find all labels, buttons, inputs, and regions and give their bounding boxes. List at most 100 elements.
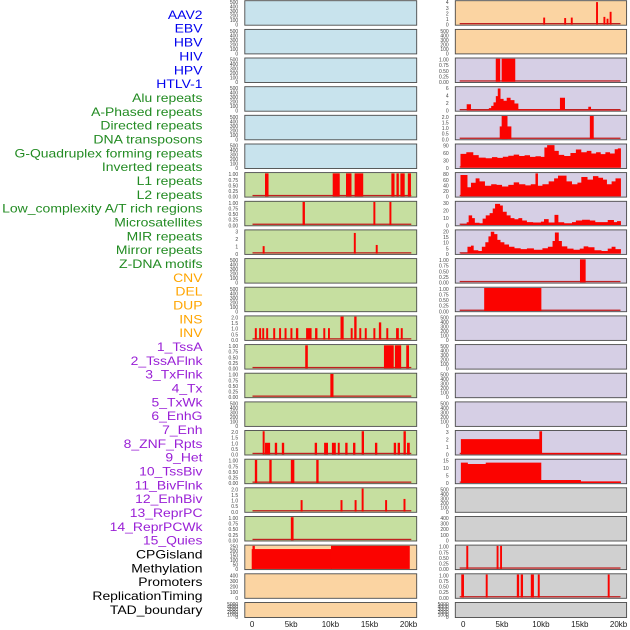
svg-text:1.0: 1.0 [231,441,238,447]
svg-text:Promoters: Promoters [138,575,202,589]
svg-text:0: 0 [235,166,238,172]
svg-text:0: 0 [446,109,449,115]
svg-text:0.50: 0.50 [439,269,449,275]
svg-text:EBV: EBV [175,22,203,36]
svg-text:1.0: 1.0 [231,327,238,333]
svg-text:500: 500 [230,258,239,264]
svg-text:100: 100 [440,505,449,511]
svg-text:300: 300 [440,324,449,330]
svg-text:L2 repeats: L2 repeats [137,188,203,202]
svg-text:100: 100 [440,333,449,339]
svg-text:200: 200 [440,329,449,335]
svg-text:0: 0 [446,252,449,258]
svg-text:0.25: 0.25 [439,304,449,310]
svg-text:DNA transposons: DNA transposons [93,132,202,146]
svg-text:5000: 5000 [438,602,449,608]
svg-text:14_ReprPCWk: 14_ReprPCWk [110,520,204,534]
svg-text:1.0: 1.0 [231,499,238,505]
svg-text:300: 300 [440,496,449,502]
svg-text:0.25: 0.25 [228,390,238,396]
svg-text:0.50: 0.50 [228,384,238,390]
svg-text:80: 80 [443,172,449,178]
svg-text:0.75: 0.75 [439,264,449,270]
svg-text:0.75: 0.75 [439,63,449,69]
svg-text:HBV: HBV [174,36,203,50]
svg-text:300: 300 [440,38,449,44]
svg-text:1.00: 1.00 [228,344,238,350]
svg-text:0.00: 0.00 [228,195,238,201]
svg-text:100: 100 [440,47,449,53]
svg-text:15: 15 [443,459,449,465]
svg-text:2_TssAFlnk: 2_TssAFlnk [131,354,204,368]
svg-text:HPV: HPV [174,63,203,77]
svg-text:1000: 1000 [227,612,238,618]
svg-text:0.0: 0.0 [231,510,238,516]
svg-text:200: 200 [440,415,449,421]
svg-text:0.00: 0.00 [228,481,238,487]
svg-text:400: 400 [440,406,449,412]
svg-text:1.00: 1.00 [228,459,238,465]
svg-text:100: 100 [230,104,239,110]
svg-text:2: 2 [446,11,449,17]
svg-text:CNV: CNV [173,271,202,285]
svg-text:0.75: 0.75 [439,579,449,585]
svg-text:1.5: 1.5 [231,321,238,327]
svg-text:Low_complexity A/T rich region: Low_complexity A/T rich regions [2,202,202,216]
svg-text:0.00: 0.00 [439,567,449,573]
svg-text:0.50: 0.50 [228,212,238,218]
svg-text:0.25: 0.25 [228,361,238,367]
svg-text:HTLV-1: HTLV-1 [156,77,203,91]
svg-text:0.25: 0.25 [228,218,238,224]
svg-text:100: 100 [230,305,239,311]
svg-text:200: 200 [230,415,239,421]
svg-text:500: 500 [230,401,239,407]
svg-text:200: 200 [230,128,239,134]
svg-text:1: 1 [446,17,449,23]
svg-text:Alu repeats: Alu repeats [132,91,202,105]
svg-text:0.25: 0.25 [439,275,449,281]
svg-text:Z-DNA motifs: Z-DNA motifs [119,257,203,271]
svg-text:100: 100 [440,362,449,368]
svg-text:0: 0 [446,615,449,621]
svg-text:300: 300 [230,67,239,73]
svg-text:300: 300 [440,382,449,388]
svg-text:500: 500 [230,115,239,121]
svg-text:100: 100 [230,558,239,564]
svg-text:0: 0 [235,424,238,430]
svg-text:100: 100 [230,419,239,425]
svg-text:A-Phased repeats: A-Phased repeats [91,105,202,119]
svg-text:400: 400 [440,320,449,326]
svg-text:1.00: 1.00 [439,573,449,579]
svg-text:20: 20 [443,229,449,235]
svg-text:5: 5 [446,246,449,252]
svg-text:500: 500 [440,315,449,321]
svg-text:13_ReprPC: 13_ReprPC [130,506,203,520]
svg-text:0: 0 [446,23,449,29]
svg-text:300: 300 [440,522,449,528]
svg-text:0: 0 [446,481,449,487]
svg-text:0.50: 0.50 [439,585,449,591]
svg-text:0: 0 [235,596,238,602]
svg-text:1.00: 1.00 [439,287,449,293]
svg-text:0: 0 [446,166,449,172]
svg-text:400: 400 [230,119,239,125]
svg-text:200: 200 [440,501,449,507]
svg-text:400: 400 [440,492,449,498]
svg-text:400: 400 [230,5,239,11]
svg-text:HIV: HIV [179,49,202,63]
svg-text:500: 500 [440,401,449,407]
svg-text:10kb: 10kb [322,620,340,629]
svg-text:15_Quies: 15_Quies [143,534,203,548]
svg-text:200: 200 [230,549,239,555]
svg-text:DUP: DUP [173,298,202,312]
svg-text:15kb: 15kb [571,620,589,629]
svg-text:7_Enh: 7_Enh [162,423,202,437]
svg-text:1.5: 1.5 [231,493,238,499]
svg-text:5_TxWk: 5_TxWk [152,395,204,409]
svg-text:5kb: 5kb [285,620,298,629]
svg-text:60: 60 [443,151,449,157]
svg-text:500: 500 [230,287,239,293]
svg-text:200: 200 [440,386,449,392]
svg-text:200: 200 [230,71,239,77]
svg-text:INS: INS [179,312,202,326]
